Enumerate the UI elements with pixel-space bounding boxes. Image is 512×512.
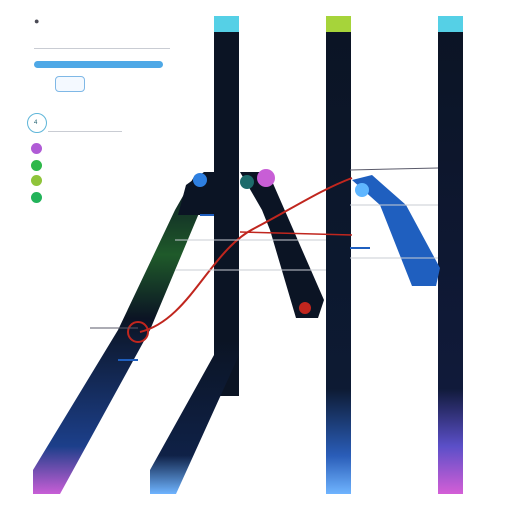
header-icon: ● — [34, 16, 40, 26]
connector-red-2 — [239, 231, 353, 236]
header-divider — [34, 48, 170, 49]
connector-red-3 — [349, 167, 439, 171]
station-node[interactable] — [127, 321, 149, 343]
track-1-branch — [150, 340, 239, 494]
track-2 — [326, 16, 351, 494]
legend-item[interactable] — [31, 175, 111, 186]
circle-icon — [31, 175, 42, 186]
search-bar[interactable] — [34, 61, 163, 68]
station-node[interactable] — [257, 169, 275, 187]
track-1 — [214, 16, 239, 396]
circle-icon — [31, 143, 42, 154]
track-3-cap — [438, 16, 463, 32]
connector-red — [139, 177, 353, 333]
filter-chip[interactable] — [55, 76, 85, 92]
step-divider — [48, 131, 122, 132]
line-left-diagonal — [33, 175, 215, 494]
legend-item[interactable] — [31, 160, 111, 171]
station-node[interactable] — [193, 173, 207, 187]
legend-item[interactable] — [31, 143, 111, 154]
station-node[interactable] — [240, 175, 254, 189]
track-2-cap — [326, 16, 351, 32]
step-number: 4 — [34, 120, 38, 126]
line-cross-a — [240, 172, 324, 318]
track-3 — [438, 16, 463, 494]
station-node[interactable] — [299, 302, 311, 314]
track-1-cap — [214, 16, 239, 32]
legend-item[interactable] — [31, 192, 111, 203]
step-indicator[interactable]: 4 — [27, 113, 47, 133]
station-node[interactable] — [355, 183, 369, 197]
circle-icon — [31, 160, 42, 171]
line-cross-b — [178, 172, 230, 215]
circle-icon — [31, 192, 42, 203]
